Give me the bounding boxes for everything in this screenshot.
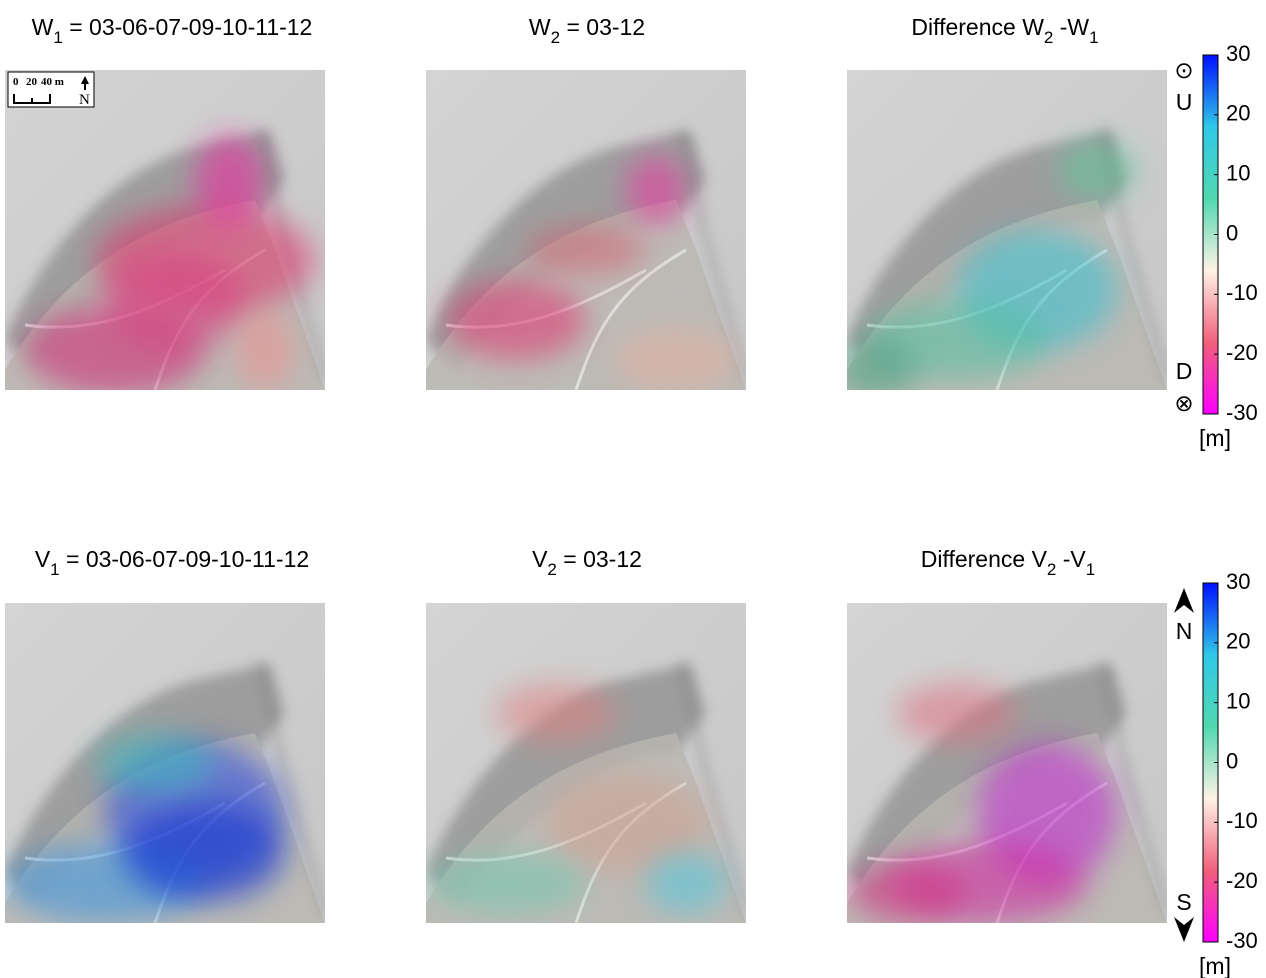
title-text: -W <box>1053 14 1089 40</box>
deformation-blob <box>125 803 285 903</box>
title-text: Difference W <box>911 14 1044 40</box>
title-text: W <box>529 14 551 40</box>
colorbar-bottom-label: S <box>1176 889 1191 915</box>
map-panel <box>847 603 1167 923</box>
map <box>5 603 325 923</box>
deformation-blob <box>616 330 736 390</box>
map-panel <box>837 70 1167 400</box>
tick-label: -30 <box>1226 928 1258 953</box>
title-subscript: 1 <box>1086 560 1095 579</box>
scale-label: 20 <box>26 76 38 88</box>
map-panel <box>426 70 746 390</box>
title-subscript: 1 <box>50 560 59 579</box>
tick-label: 20 <box>1226 101 1250 126</box>
map <box>847 603 1167 923</box>
title-text: = 03-06-07-09-10-11-12 <box>63 14 313 40</box>
panel-title: Difference V2 -V1 <box>921 546 1095 579</box>
tick-label: 30 <box>1226 569 1250 594</box>
title-text: -V <box>1056 546 1086 572</box>
title-subscript: 2 <box>551 28 560 47</box>
map <box>426 603 746 923</box>
colorbar-bottom-label: D <box>1176 358 1193 384</box>
tick-label: 10 <box>1226 160 1250 185</box>
map <box>426 70 746 390</box>
map-panel <box>5 603 325 923</box>
tick-label: -10 <box>1226 280 1258 305</box>
tick-label: 20 <box>1226 629 1250 654</box>
title-text: W <box>32 14 54 40</box>
tick-label: -10 <box>1226 808 1258 833</box>
panel-title: V1 = 03-06-07-09-10-11-12 <box>35 546 309 579</box>
scale-label: 40 m <box>41 76 64 88</box>
deformation-blob <box>496 683 616 743</box>
deformation-blob <box>195 135 265 225</box>
deformation-blob <box>235 310 295 390</box>
map <box>837 70 1167 400</box>
colorbar-unit: [m] <box>1199 425 1231 451</box>
colorbar-top-label: N <box>1176 618 1193 644</box>
tick-label: 30 <box>1226 41 1250 66</box>
north-label: N <box>79 92 90 108</box>
panel-title: W1 = 03-06-07-09-10-11-12 <box>32 14 313 47</box>
title-text: = 03-12 <box>560 14 645 40</box>
colorbar-top-label: U <box>1176 89 1193 115</box>
title-subscript: 1 <box>1089 28 1098 47</box>
panel-title: Difference W2 -W1 <box>911 14 1098 47</box>
down-arrow <box>1174 917 1194 942</box>
deformation-blob <box>105 250 245 350</box>
title-subscript: 2 <box>1047 560 1056 579</box>
title-subscript: 1 <box>53 28 62 47</box>
tick-label: -30 <box>1226 400 1258 425</box>
deformation-blob <box>837 340 917 400</box>
deformation-blob <box>626 155 686 225</box>
tick-label: 0 <box>1226 748 1238 773</box>
tick-label: -20 <box>1226 868 1258 893</box>
deformation-blob <box>1057 140 1137 200</box>
deformation-blob <box>847 863 967 923</box>
title-subscript: 2 <box>1044 28 1053 47</box>
title-text: V <box>35 546 51 572</box>
deformation-blob <box>526 225 646 275</box>
panel-title: V2 = 03-12 <box>532 546 642 579</box>
title-subscript: 2 <box>547 560 556 579</box>
deformation-blob <box>426 853 586 913</box>
scale-label: 0 <box>13 76 19 88</box>
colorbar-unit: [m] <box>1199 953 1231 978</box>
title-text: V <box>532 546 548 572</box>
map-panel <box>426 603 746 923</box>
figure: W1 = 03-06-07-09-10-11-12W2 = 03-12Diffe… <box>0 0 1266 978</box>
tick-label: 0 <box>1226 220 1238 245</box>
deformation-blob <box>95 733 215 793</box>
tick-label: -20 <box>1226 340 1258 365</box>
colorbar-top-symbol: ⊙ <box>1174 57 1193 83</box>
map <box>5 70 325 395</box>
colorbar-bottom-symbol: ⊗ <box>1174 390 1193 416</box>
deformation-blob <box>446 280 586 360</box>
panel-title: W2 = 03-12 <box>529 14 645 47</box>
tick-label: 10 <box>1226 688 1250 713</box>
title-text: Difference V <box>921 546 1048 572</box>
title-text: = 03-06-07-09-10-11-12 <box>60 546 310 572</box>
map-panel <box>5 70 325 395</box>
up-arrow <box>1174 588 1194 613</box>
title-text: = 03-12 <box>557 546 642 572</box>
deformation-blob <box>646 853 726 913</box>
deformation-blob <box>897 683 1017 743</box>
